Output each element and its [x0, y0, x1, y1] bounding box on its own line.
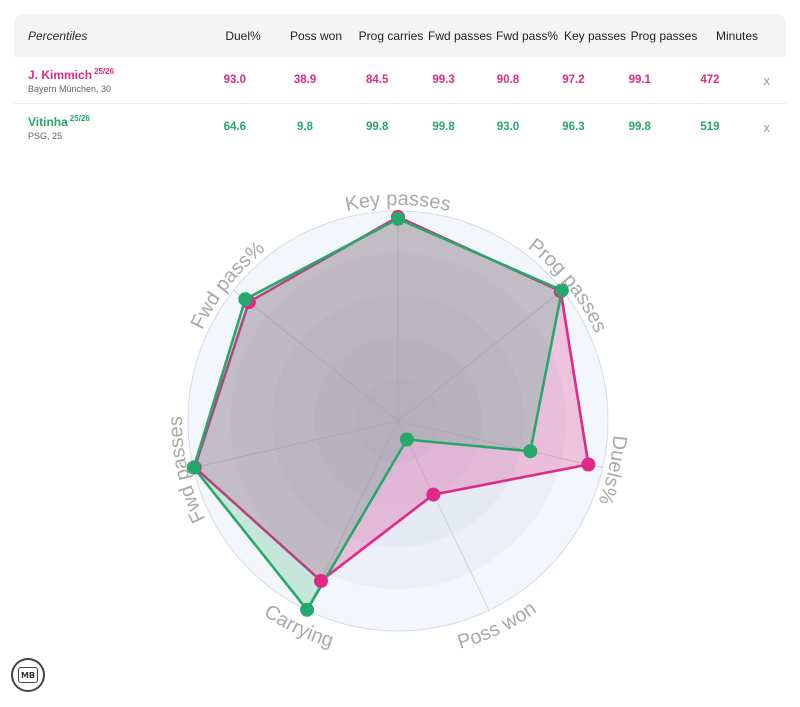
table-row[interactable]: Vitinha 25/26 PSG, 25 64.6 9.8 99.8 99.8 …	[14, 104, 786, 150]
radar-series-area	[192, 217, 564, 612]
mb-logo: MB	[11, 658, 45, 692]
mb-logo-text: MB	[18, 667, 38, 683]
radar-point	[186, 460, 201, 475]
value-minutes: 519	[700, 121, 720, 133]
value-fwd-pass-pct: 93.0	[496, 121, 520, 133]
value-prog-passes: 99.8	[628, 121, 651, 133]
radar-spoke	[397, 420, 490, 611]
percentile-table: Percentiles Duel% Poss won Prog carries …	[14, 14, 786, 150]
player-name: Vitinha	[28, 114, 68, 129]
player-season: 25/26	[94, 66, 115, 76]
player-club: Bayern München, 30	[28, 83, 112, 94]
header-key-passes: Key passes	[563, 28, 627, 43]
player-name: J. Kimmich	[28, 67, 93, 82]
remove-player-button[interactable]: x	[763, 119, 770, 135]
header-minutes: Minutes	[715, 28, 759, 43]
value-key-passes: 97.2	[562, 74, 585, 86]
header-fwd-passes: Fwd passes	[427, 28, 493, 43]
table-header: Percentiles Duel% Poss won Prog carries …	[14, 14, 786, 57]
player-cell: J. Kimmich 25/26 Bayern München, 30	[14, 67, 203, 94]
value-duel-pct: 64.6	[223, 121, 247, 133]
value-prog-carries: 84.5	[365, 74, 389, 86]
player-season: 25/26	[69, 113, 90, 123]
value-poss-won: 38.9	[293, 74, 317, 86]
radar-point	[399, 432, 414, 447]
header-prog-carries: Prog carries	[358, 28, 424, 43]
player-name-label: J. Kimmich 25/26	[28, 67, 203, 82]
radar-point	[554, 283, 569, 298]
remove-player-button[interactable]: x	[763, 72, 770, 88]
value-prog-passes: 99.1	[628, 74, 651, 86]
radar-point	[300, 602, 315, 617]
value-fwd-pass-pct: 90.8	[496, 74, 520, 86]
value-prog-carries: 99.8	[365, 121, 389, 133]
value-key-passes: 96.3	[562, 121, 585, 133]
header-poss-won: Poss won	[289, 28, 343, 43]
header-fwd-pass-pct: Fwd pass%	[495, 28, 559, 43]
header-prog-passes: Prog passes	[630, 28, 698, 43]
radar-spoke	[193, 420, 399, 469]
player-cell: Vitinha 25/26 PSG, 25	[14, 114, 203, 141]
radar-point	[238, 292, 253, 307]
value-minutes: 472	[700, 74, 720, 86]
radar-point	[523, 444, 538, 459]
radar-point	[391, 211, 405, 226]
table-row[interactable]: J. Kimmich 25/26 Bayern München, 30 93.0 …	[14, 57, 786, 104]
radar-spoke	[397, 420, 603, 469]
value-fwd-passes: 99.8	[432, 121, 455, 133]
player-name-label: Vitinha 25/26	[28, 114, 203, 129]
radar-series-area	[193, 215, 590, 583]
radar-spoke	[233, 289, 399, 422]
radar-point	[581, 457, 596, 472]
value-duel-pct: 93.0	[223, 74, 247, 86]
value-poss-won: 9.8	[297, 121, 314, 133]
radar-spoke	[397, 289, 563, 422]
player-club: PSG, 25	[28, 130, 63, 141]
header-percentiles: Percentiles	[28, 28, 88, 43]
value-fwd-passes: 99.3	[432, 74, 455, 86]
radar-point	[314, 573, 328, 588]
radar-point	[426, 487, 441, 502]
header-duel-pct: Duel%	[225, 28, 261, 43]
